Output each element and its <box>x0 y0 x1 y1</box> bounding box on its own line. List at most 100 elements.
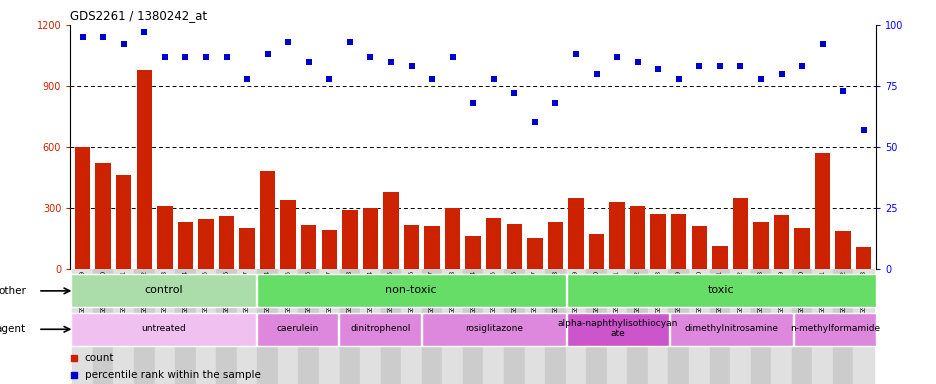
Bar <box>196 269 216 384</box>
Bar <box>586 269 607 384</box>
Bar <box>527 238 542 269</box>
Bar <box>465 236 480 269</box>
Point <box>95 34 110 40</box>
Bar <box>256 313 338 346</box>
Bar <box>442 269 462 384</box>
Bar <box>669 313 792 346</box>
Bar <box>157 206 172 269</box>
Bar <box>791 269 812 384</box>
Bar <box>256 275 565 307</box>
Bar <box>70 275 256 307</box>
Bar <box>729 269 750 384</box>
Point <box>630 58 645 65</box>
Point <box>403 63 418 70</box>
Bar <box>566 313 668 346</box>
Point <box>116 41 131 48</box>
Bar <box>216 269 237 384</box>
Bar <box>750 269 770 384</box>
Bar <box>629 206 645 269</box>
Point <box>609 54 624 60</box>
Point <box>773 71 788 77</box>
Bar <box>237 269 257 384</box>
Text: dimethylnitrosamine: dimethylnitrosamine <box>683 324 778 333</box>
Text: dinitrophenol: dinitrophenol <box>350 324 410 333</box>
Bar <box>380 269 401 384</box>
Bar <box>383 192 398 269</box>
Point <box>321 76 336 82</box>
Bar <box>709 269 729 384</box>
Bar <box>299 269 318 384</box>
Bar <box>545 269 565 384</box>
Point <box>300 58 315 65</box>
Point <box>219 54 234 60</box>
Bar <box>359 269 380 384</box>
Bar <box>239 228 255 269</box>
Bar <box>137 70 152 269</box>
Point <box>670 76 685 82</box>
Point <box>198 54 213 60</box>
Bar <box>342 210 358 269</box>
Bar <box>300 225 316 269</box>
Text: percentile rank within the sample: percentile rank within the sample <box>84 370 260 381</box>
Bar <box>198 219 213 269</box>
Bar <box>691 226 707 269</box>
Point <box>568 51 583 57</box>
Bar <box>72 269 93 384</box>
Point <box>281 39 296 45</box>
Point <box>75 34 90 40</box>
Point <box>342 39 357 45</box>
Point <box>178 54 193 60</box>
Point <box>589 71 604 77</box>
Point <box>856 127 870 133</box>
Bar <box>259 171 275 269</box>
Point <box>137 29 152 35</box>
Bar <box>667 269 688 384</box>
Bar <box>770 269 791 384</box>
Bar <box>257 269 278 384</box>
Point <box>486 76 501 82</box>
Bar <box>647 269 667 384</box>
Bar <box>794 228 809 269</box>
Point <box>240 76 255 82</box>
Bar <box>403 225 418 269</box>
Bar <box>401 269 421 384</box>
Bar <box>608 202 624 269</box>
Point <box>260 51 275 57</box>
Text: toxic: toxic <box>707 285 734 295</box>
Bar <box>812 269 832 384</box>
Text: agent: agent <box>0 324 26 334</box>
Bar <box>421 313 565 346</box>
Bar <box>483 269 504 384</box>
Point <box>794 63 809 70</box>
Bar <box>607 269 627 384</box>
Bar <box>835 231 850 269</box>
Bar <box>445 208 460 269</box>
Text: caerulein: caerulein <box>276 324 318 333</box>
Bar <box>814 153 829 269</box>
Text: count: count <box>84 353 114 363</box>
Bar <box>711 247 726 269</box>
Point <box>506 90 521 96</box>
Bar <box>566 275 875 307</box>
Point <box>814 41 829 48</box>
Bar <box>421 269 442 384</box>
Bar <box>504 269 524 384</box>
Bar <box>524 269 545 384</box>
Bar <box>688 269 709 384</box>
Text: untreated: untreated <box>140 324 185 333</box>
Bar <box>154 269 175 384</box>
Bar <box>339 269 359 384</box>
Bar <box>339 313 420 346</box>
Point <box>732 63 747 70</box>
Bar <box>462 269 483 384</box>
Point <box>383 58 398 65</box>
Text: control: control <box>144 285 183 295</box>
Point <box>362 54 377 60</box>
Bar <box>773 215 788 269</box>
Bar <box>753 222 768 269</box>
Bar <box>113 269 134 384</box>
Bar <box>853 269 873 384</box>
Bar <box>219 216 234 269</box>
Bar <box>486 218 501 269</box>
Bar <box>650 214 665 269</box>
